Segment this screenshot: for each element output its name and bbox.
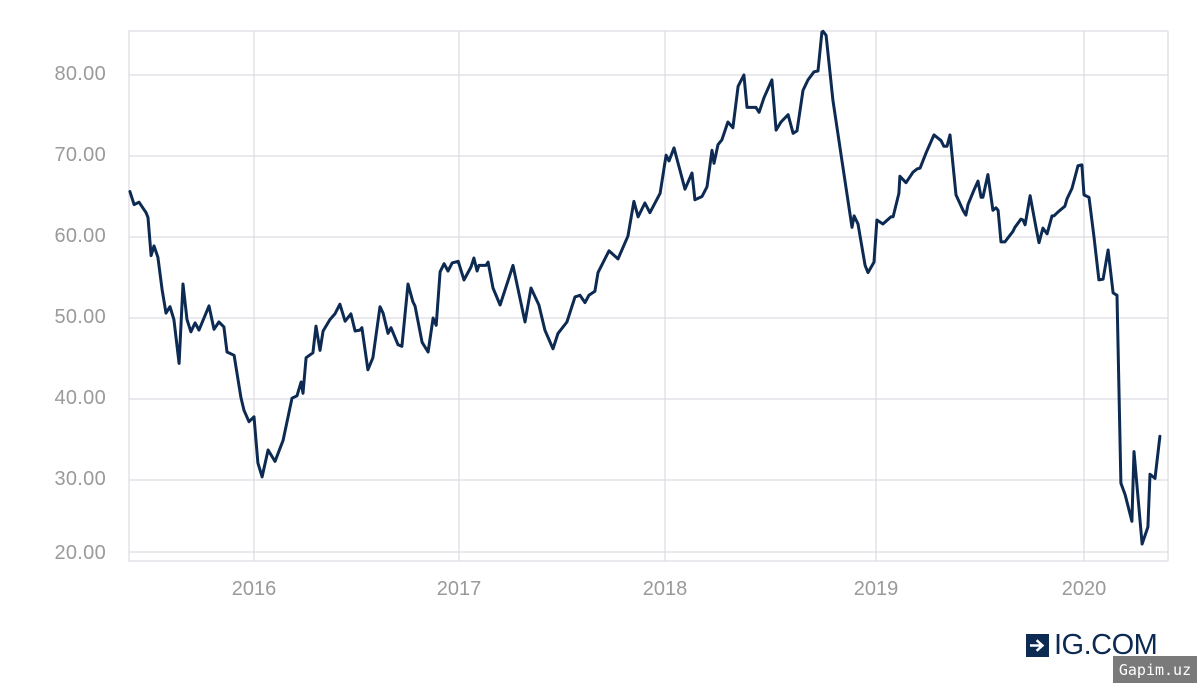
plot-area-border [128, 30, 1169, 562]
price-series-line [128, 29, 1162, 546]
y-tick-label: 70.00 [54, 144, 106, 166]
y-tick-label: 30.00 [54, 468, 106, 490]
arrow-right-icon [1026, 633, 1049, 657]
y-tick-label: 50.00 [54, 306, 106, 328]
y-tick-label: 60.00 [54, 225, 106, 247]
x-tick-label: 2018 [642, 578, 688, 600]
ig-logo: IG.COM [1026, 629, 1158, 661]
x-tick-label: 2019 [853, 578, 899, 600]
y-tick-label: 80.00 [54, 63, 106, 85]
x-tick-label: 2020 [1061, 578, 1107, 600]
grid-lines [129, 31, 1168, 561]
x-tick-label: 2016 [231, 578, 277, 600]
y-tick-label: 20.00 [54, 542, 106, 564]
watermark: Gapim.uz [1113, 656, 1197, 683]
logo-text: IG.COM [1054, 629, 1158, 661]
y-tick-label: 40.00 [54, 387, 106, 409]
x-tick-label: 2017 [436, 578, 482, 600]
